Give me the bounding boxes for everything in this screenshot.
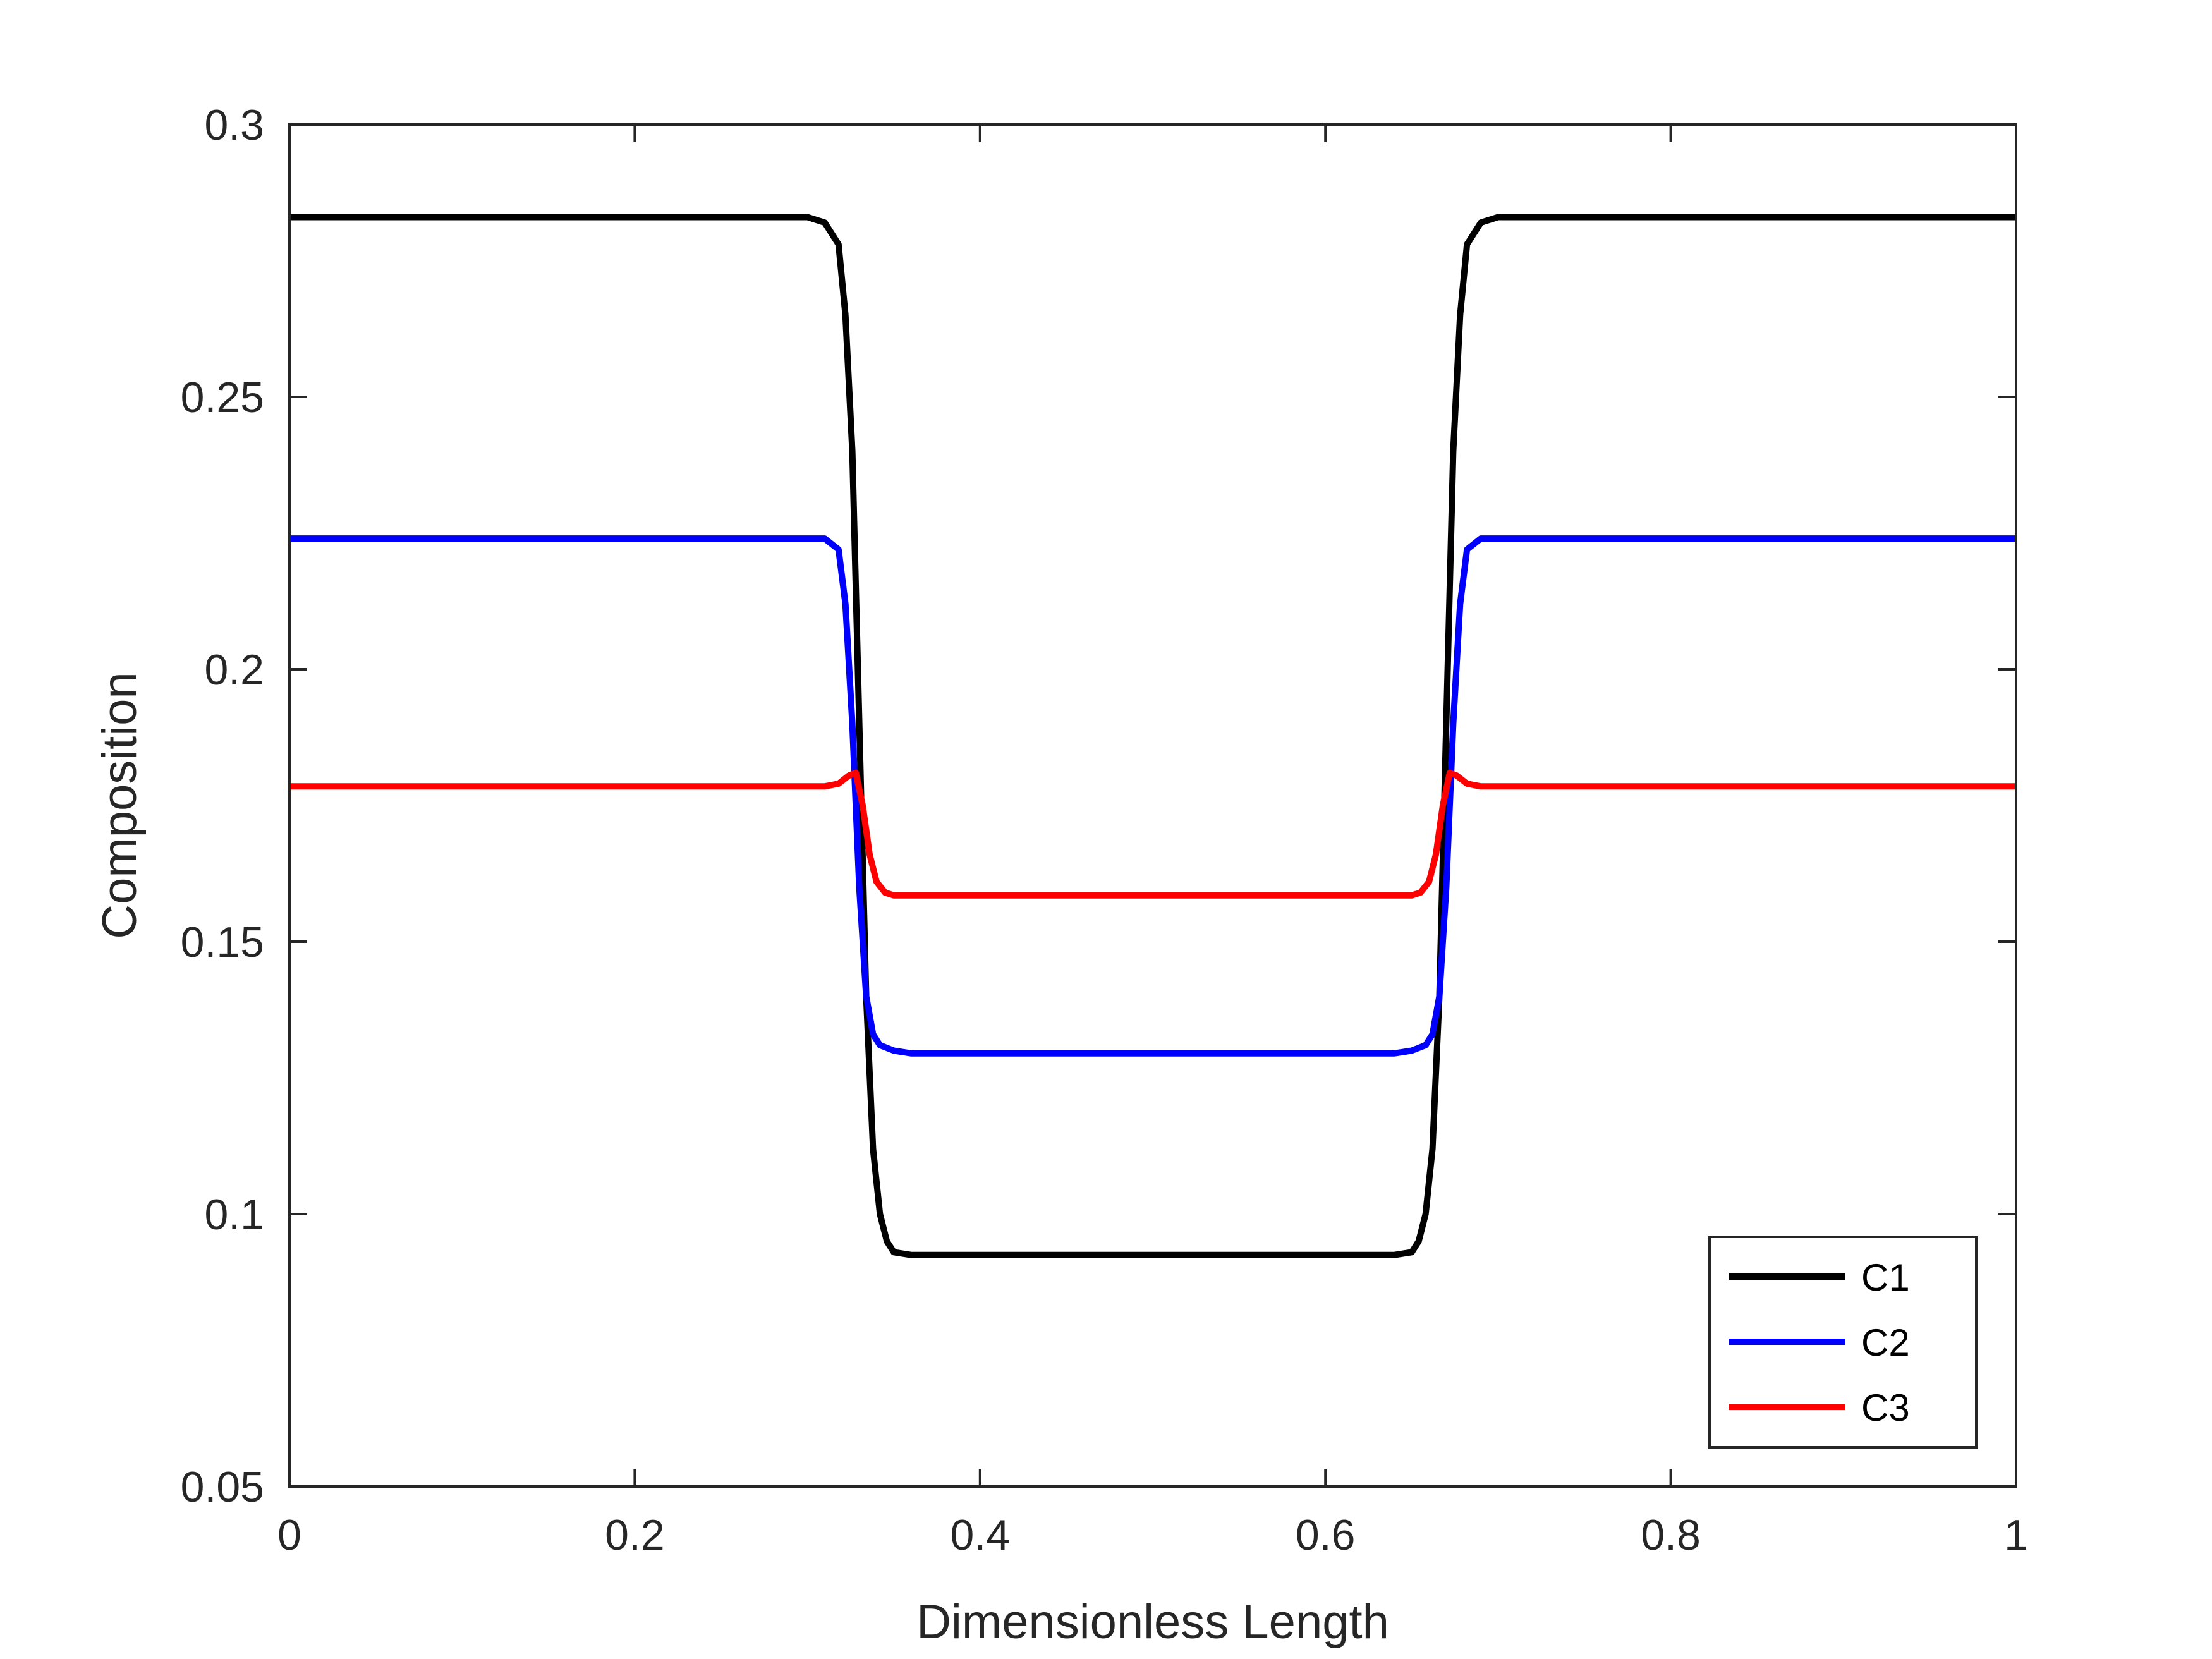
x-tick-label: 0.4 — [951, 1511, 1011, 1559]
y-tick-labels: 0.05 0.1 0.15 0.2 0.25 0.3 — [181, 101, 264, 1511]
legend-label-c3: C3 — [1861, 1387, 1910, 1429]
x-tick-labels: 0 0.2 0.4 0.6 0.8 1 — [277, 1511, 2028, 1559]
x-tick-label: 0 — [277, 1511, 301, 1559]
y-axis-label: Composition — [93, 672, 147, 939]
series-line-c1 — [289, 214, 2016, 1258]
y-tick-label: 0.05 — [181, 1463, 264, 1511]
x-tick-label: 0.8 — [1641, 1511, 1701, 1559]
y-tick-label: 0.15 — [181, 918, 264, 966]
series-layer — [289, 214, 2016, 1258]
series-line-c3 — [289, 769, 2016, 899]
y-tick-label: 0.3 — [204, 101, 264, 149]
x-tick-label: 0.6 — [1296, 1511, 1356, 1559]
series-line-c2 — [289, 535, 2016, 1057]
y-tick-label: 0.25 — [181, 374, 264, 422]
y-tick-label: 0.1 — [204, 1191, 264, 1239]
x-tick-label: 1 — [2004, 1511, 2028, 1559]
legend-label-c1: C1 — [1861, 1256, 1910, 1299]
y-tick-label: 0.2 — [204, 646, 264, 694]
legend: C1 C2 C3 — [1708, 1236, 1978, 1449]
x-tick-label: 0.2 — [605, 1511, 665, 1559]
plot-border — [288, 123, 2017, 1488]
legend-label-c2: C2 — [1861, 1322, 1910, 1364]
x-axis-label: Dimensionless Length — [916, 1595, 1389, 1649]
